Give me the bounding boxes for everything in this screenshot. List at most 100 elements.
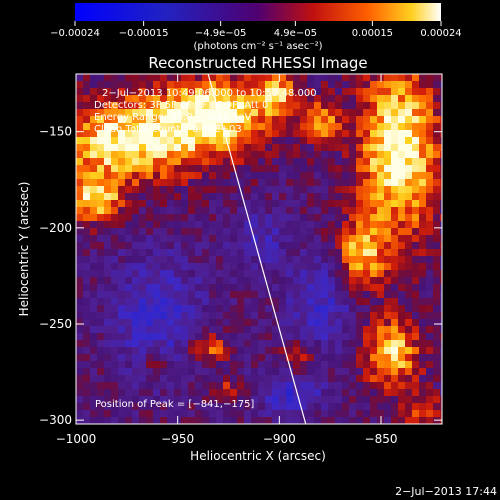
heatmap-cell [174, 123, 181, 130]
heatmap-cell [279, 249, 286, 256]
heatmap-cell [335, 375, 342, 382]
heatmap-cell [251, 333, 258, 340]
heatmap-cell [356, 389, 363, 396]
heatmap-cell [111, 123, 118, 130]
heatmap-cell [237, 319, 244, 326]
heatmap-cell [279, 151, 286, 158]
heatmap-cell [118, 179, 125, 186]
heatmap-cell [370, 130, 377, 137]
heatmap-cell [349, 158, 356, 165]
heatmap-cell [97, 242, 104, 249]
heatmap-cell [377, 102, 384, 109]
heatmap-cell [286, 298, 293, 305]
heatmap-cell [209, 277, 216, 284]
heatmap-cell [244, 186, 251, 193]
heatmap-cell [125, 137, 132, 144]
heatmap-cell [440, 116, 442, 123]
heatmap-cell [433, 396, 440, 403]
heatmap-cell [104, 214, 111, 221]
heatmap-cell [328, 354, 335, 361]
heatmap-cell [300, 193, 307, 200]
heatmap-cell [90, 179, 97, 186]
heatmap-cell [167, 319, 174, 326]
heatmap-cell [83, 214, 90, 221]
heatmap-cell [258, 179, 265, 186]
heatmap-cell [160, 137, 167, 144]
heatmap-cell [181, 88, 188, 95]
heatmap-cell [195, 256, 202, 263]
heatmap-cell [328, 368, 335, 375]
heatmap-cell [174, 375, 181, 382]
heatmap-cell [188, 207, 195, 214]
heatmap-cell [90, 207, 97, 214]
heatmap-cell [237, 410, 244, 417]
heatmap-cell [160, 312, 167, 319]
heatmap-cell [251, 81, 258, 88]
heatmap-cell [391, 158, 398, 165]
heatmap-cell [223, 151, 230, 158]
heatmap-cell [153, 116, 160, 123]
heatmap-cell [111, 214, 118, 221]
heatmap-cell [405, 263, 412, 270]
heatmap-cell [314, 165, 321, 172]
heatmap-cell [286, 151, 293, 158]
heatmap-cell [391, 277, 398, 284]
heatmap-cell [216, 368, 223, 375]
heatmap-cell [440, 382, 442, 389]
heatmap-cell [139, 382, 146, 389]
heatmap-cell [342, 403, 349, 410]
heatmap-cell [384, 340, 391, 347]
heatmap-cell [321, 354, 328, 361]
heatmap-cell [181, 158, 188, 165]
heatmap-cell [174, 158, 181, 165]
heatmap-cell [258, 102, 265, 109]
heatmap-cell [209, 102, 216, 109]
heatmap-cell [223, 354, 230, 361]
heatmap-cell [412, 179, 419, 186]
heatmap-cell [139, 354, 146, 361]
heatmap-cell [237, 256, 244, 263]
heatmap-cell [160, 319, 167, 326]
heatmap-cell [111, 109, 118, 116]
heatmap-cell [433, 284, 440, 291]
heatmap-cell [118, 228, 125, 235]
heatmap-cell [83, 263, 90, 270]
heatmap-cell [174, 151, 181, 158]
heatmap-cell [97, 207, 104, 214]
heatmap-cell [307, 305, 314, 312]
heatmap-cell [237, 270, 244, 277]
heatmap-cell [209, 375, 216, 382]
heatmap-cell [216, 347, 223, 354]
x-axis: −1000 −950 −900 −850 [56, 74, 397, 446]
heatmap-cell [125, 298, 132, 305]
heatmap-cell [153, 270, 160, 277]
heatmap-cell [398, 74, 405, 81]
heatmap-cell [83, 312, 90, 319]
heatmap-cell [335, 256, 342, 263]
heatmap-cell [181, 410, 188, 417]
heatmap-cell [300, 382, 307, 389]
heatmap-cell [412, 109, 419, 116]
heatmap-cell [83, 396, 90, 403]
heatmap-cell [356, 340, 363, 347]
heatmap-cell [76, 130, 83, 137]
heatmap-cell [118, 305, 125, 312]
heatmap-cell [230, 193, 237, 200]
heatmap-cell [111, 172, 118, 179]
heatmap-cell [356, 417, 363, 424]
heatmap-cell [174, 228, 181, 235]
heatmap-cell [426, 123, 433, 130]
heatmap-cell [237, 368, 244, 375]
heatmap-cell [230, 284, 237, 291]
heatmap-cell [440, 228, 442, 235]
heatmap-cell [160, 172, 167, 179]
heatmap-cell [391, 354, 398, 361]
heatmap-cell [153, 235, 160, 242]
heatmap-cell [440, 151, 442, 158]
heatmap-cell [146, 396, 153, 403]
heatmap-cell [160, 291, 167, 298]
heatmap-cell [433, 221, 440, 228]
heatmap-cell [195, 172, 202, 179]
heatmap-cell [118, 284, 125, 291]
heatmap-cell [202, 333, 209, 340]
